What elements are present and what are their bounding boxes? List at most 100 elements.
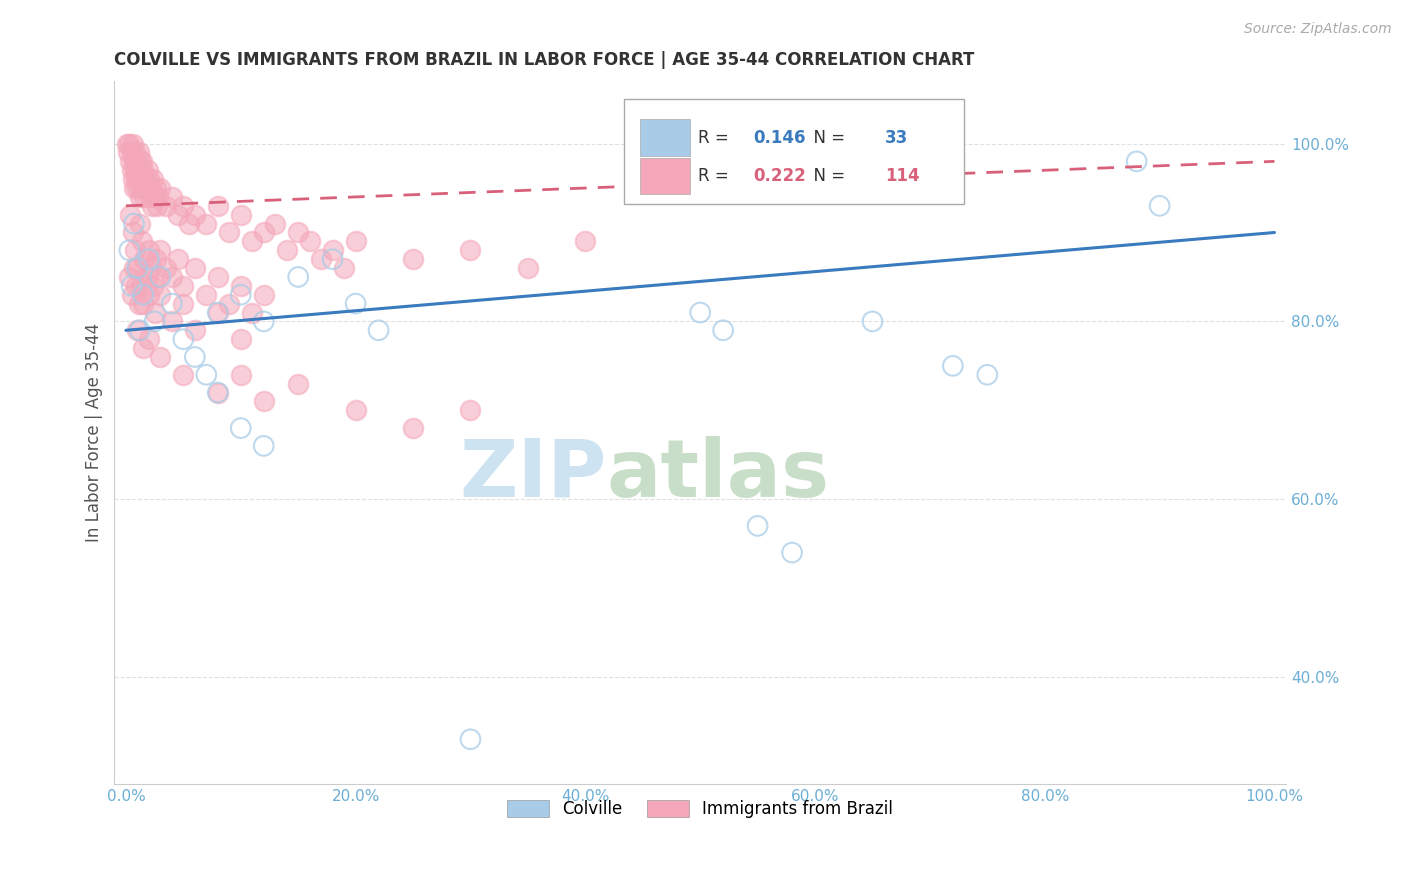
Point xyxy=(207,269,229,284)
Point xyxy=(229,278,252,293)
Point xyxy=(121,172,143,186)
Point xyxy=(402,252,425,267)
Point xyxy=(195,368,218,382)
Point xyxy=(229,332,252,346)
Text: N =: N = xyxy=(803,128,851,146)
Point xyxy=(145,181,167,195)
Legend: Colville, Immigrants from Brazil: Colville, Immigrants from Brazil xyxy=(501,793,900,824)
Point xyxy=(143,305,166,319)
Point xyxy=(118,244,141,258)
Point xyxy=(1125,154,1147,169)
Point xyxy=(184,261,207,276)
Point xyxy=(229,368,252,382)
Y-axis label: In Labor Force | Age 35-44: In Labor Force | Age 35-44 xyxy=(86,323,103,542)
Point xyxy=(166,252,188,267)
Point xyxy=(207,199,229,213)
FancyBboxPatch shape xyxy=(641,158,689,194)
Point xyxy=(460,403,482,417)
Point xyxy=(942,359,965,373)
Point xyxy=(128,323,150,337)
Point xyxy=(124,244,146,258)
Point xyxy=(287,226,309,240)
Text: atlas: atlas xyxy=(606,435,830,514)
Point xyxy=(780,545,803,559)
Point xyxy=(131,235,153,249)
Point xyxy=(298,235,321,249)
Point xyxy=(142,172,165,186)
Point xyxy=(132,287,155,301)
Point xyxy=(160,269,183,284)
Point xyxy=(122,217,145,231)
Point xyxy=(149,181,172,195)
Point xyxy=(149,287,172,301)
Point xyxy=(121,163,143,178)
Point xyxy=(127,163,149,178)
Point xyxy=(172,296,194,310)
Point xyxy=(146,190,169,204)
Point xyxy=(138,252,160,267)
Point xyxy=(195,287,218,301)
Point xyxy=(128,296,150,310)
Point xyxy=(124,163,146,178)
Point xyxy=(155,199,177,213)
Point xyxy=(149,350,172,364)
FancyBboxPatch shape xyxy=(624,99,963,204)
Point xyxy=(124,145,146,160)
Text: N =: N = xyxy=(803,167,851,186)
Point xyxy=(218,226,240,240)
Point xyxy=(122,154,145,169)
Point xyxy=(129,163,152,178)
Point xyxy=(229,287,252,301)
Point xyxy=(120,154,142,169)
Point xyxy=(516,261,538,276)
Text: Source: ZipAtlas.com: Source: ZipAtlas.com xyxy=(1244,22,1392,37)
Text: 114: 114 xyxy=(886,167,920,186)
Point xyxy=(146,199,169,213)
Point xyxy=(132,163,155,178)
Point xyxy=(166,208,188,222)
Point xyxy=(134,190,156,204)
Point xyxy=(135,269,157,284)
Point xyxy=(132,296,155,310)
Point xyxy=(172,368,194,382)
Point xyxy=(253,287,276,301)
Point xyxy=(172,199,194,213)
Point xyxy=(141,199,163,213)
Point xyxy=(128,145,150,160)
Point xyxy=(121,278,143,293)
Point xyxy=(139,190,162,204)
Point xyxy=(117,145,139,160)
Point xyxy=(184,350,207,364)
Point xyxy=(322,244,344,258)
Point xyxy=(160,314,183,328)
Point xyxy=(322,252,344,267)
Point xyxy=(177,217,200,231)
Point xyxy=(976,368,998,382)
Point xyxy=(207,385,229,400)
Point xyxy=(253,394,276,409)
Point xyxy=(132,181,155,195)
Point xyxy=(218,296,240,310)
Point xyxy=(172,332,194,346)
Point xyxy=(122,261,145,276)
Point xyxy=(141,181,163,195)
Point xyxy=(132,341,155,355)
Point xyxy=(127,261,149,276)
Point xyxy=(333,261,356,276)
Point xyxy=(253,439,276,453)
Point xyxy=(184,208,207,222)
Point xyxy=(711,323,734,337)
Point xyxy=(172,278,194,293)
Point xyxy=(121,226,143,240)
Text: R =: R = xyxy=(697,167,734,186)
Point xyxy=(287,376,309,391)
Point xyxy=(131,172,153,186)
Point xyxy=(128,217,150,231)
Point xyxy=(1149,199,1171,213)
Point xyxy=(115,136,138,151)
Point xyxy=(125,172,148,186)
Point xyxy=(309,252,332,267)
Point xyxy=(460,244,482,258)
Point xyxy=(128,190,150,204)
Text: 33: 33 xyxy=(886,128,908,146)
